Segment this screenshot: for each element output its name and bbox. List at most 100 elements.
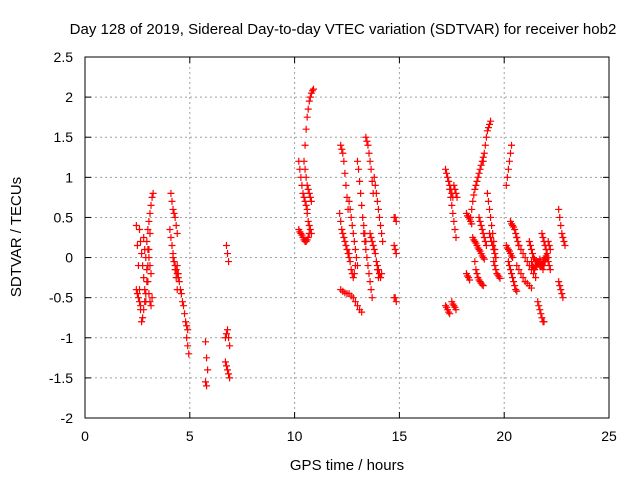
data-point [545, 242, 553, 250]
data-point [346, 205, 354, 213]
data-point [355, 165, 363, 173]
data-point [390, 242, 398, 250]
data-point [145, 290, 153, 298]
data-point [137, 302, 145, 310]
data-point [555, 205, 563, 213]
data-point [302, 238, 310, 246]
data-point [557, 286, 565, 294]
data-point [466, 276, 474, 284]
data-point [369, 242, 377, 250]
data-point [341, 169, 349, 177]
data-point [297, 229, 305, 237]
data-point [340, 157, 348, 165]
data-point [378, 270, 386, 278]
data-point [304, 234, 312, 241]
data-point [443, 169, 451, 177]
data-point [374, 266, 382, 274]
data-point [442, 165, 450, 173]
data-point [350, 270, 358, 278]
data-point [526, 242, 534, 250]
data-point [559, 234, 567, 241]
data-point [144, 246, 152, 254]
data-point [452, 306, 460, 314]
data-point [530, 254, 538, 262]
data-point [478, 225, 486, 233]
x-tick-label: 25 [601, 428, 617, 444]
data-point [366, 157, 374, 165]
data-point [347, 213, 355, 221]
data-point [448, 201, 456, 209]
data-point [442, 302, 450, 310]
data-point [482, 133, 490, 141]
data-point [224, 250, 232, 258]
data-point [487, 234, 495, 241]
data-point [478, 281, 486, 289]
data-point [172, 266, 180, 274]
data-point [392, 217, 400, 225]
data-point [513, 287, 521, 295]
data-point [203, 354, 211, 362]
data-point [506, 266, 514, 274]
data-point [352, 254, 360, 262]
data-point [367, 165, 375, 173]
data-point [300, 157, 308, 165]
data-point [305, 221, 313, 229]
data-point [561, 242, 569, 250]
data-point [512, 229, 520, 237]
data-point [450, 181, 458, 189]
data-point [543, 250, 551, 258]
plot-frame [84, 56, 610, 419]
data-point [224, 366, 232, 374]
data-point [546, 266, 554, 274]
data-point [473, 270, 481, 278]
data-point [490, 246, 498, 254]
data-point [351, 298, 359, 306]
data-point [480, 234, 488, 241]
data-point [475, 169, 483, 177]
data-point [202, 338, 210, 346]
y-tick-label: -2 [61, 410, 74, 426]
data-point [486, 205, 494, 213]
data-point [450, 217, 458, 225]
data-point [146, 298, 154, 306]
data-point [341, 238, 349, 246]
data-point [532, 274, 540, 282]
data-point [479, 254, 487, 262]
y-axis-label: SDTVAR / TECUs [8, 177, 25, 297]
data-point [486, 229, 494, 237]
data-point [353, 302, 361, 310]
data-point [149, 189, 157, 197]
data-point [514, 238, 522, 246]
data-point [170, 209, 178, 217]
data-point [167, 234, 175, 241]
data-point [558, 229, 566, 237]
data-point [449, 209, 457, 217]
data-point [544, 254, 552, 262]
data-point [484, 124, 492, 132]
data-point [135, 225, 143, 233]
data-point [364, 262, 372, 270]
data-point [470, 191, 478, 199]
data-point [138, 318, 146, 326]
data-point [557, 221, 565, 229]
data-point [202, 378, 210, 386]
data-point [491, 250, 499, 258]
data-point [508, 252, 516, 260]
data-point [133, 290, 141, 298]
data-point [145, 254, 153, 262]
data-point [490, 258, 498, 266]
data-point [527, 246, 535, 254]
data-point [143, 266, 151, 274]
data-point [339, 229, 347, 237]
data-point [479, 282, 487, 290]
data-point [304, 105, 312, 113]
data-point [221, 358, 229, 366]
data-point [476, 165, 484, 173]
data-point [527, 258, 535, 266]
data-point [495, 273, 503, 281]
data-point [366, 229, 374, 237]
data-point [148, 193, 156, 201]
data-point [170, 258, 178, 266]
data-point [364, 141, 372, 149]
